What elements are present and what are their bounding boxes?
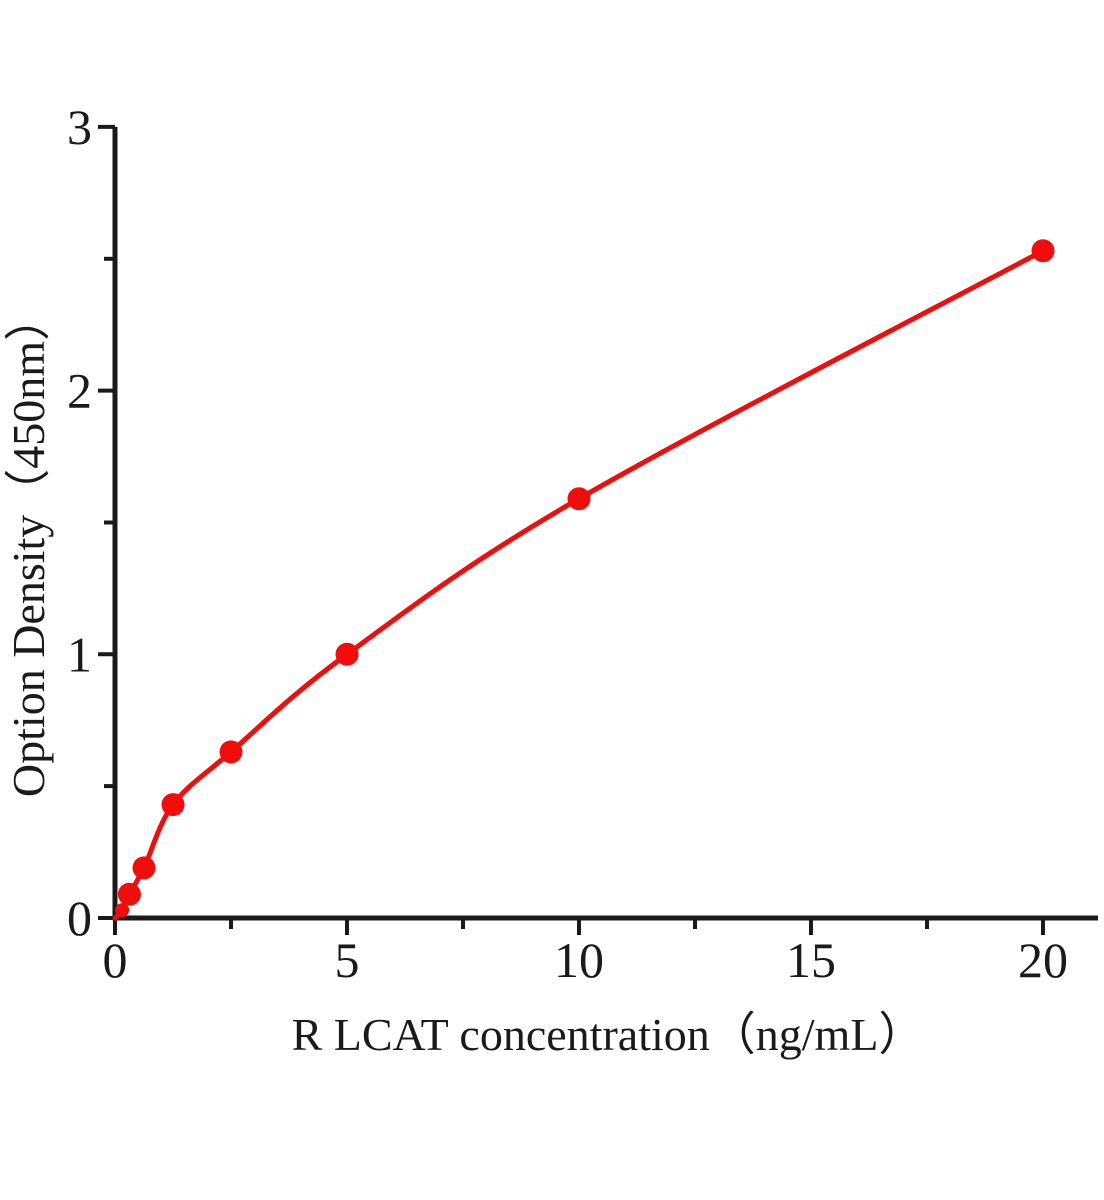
x-tick-label: 0 [103,932,128,988]
y-tick-label: 3 [67,99,92,155]
x-tick-label: 5 [335,932,360,988]
y-tick-label: 1 [67,626,92,682]
axes-layer: 0 5 10 15 20 0 1 2 3 [67,99,1098,988]
data-point [115,903,130,918]
data-point [117,882,141,906]
y-tick-label: 2 [67,363,92,419]
data-point [335,642,359,666]
data-point [1031,239,1055,263]
y-tick-label: 0 [67,890,92,946]
data-point [132,856,156,880]
x-tick-label: 10 [554,932,604,988]
x-axis-title: R LCAT concentration（ng/mL） [292,1009,925,1060]
x-tick-label: 15 [786,932,836,988]
series-layer [112,239,1055,921]
data-point [161,793,185,817]
y-axis-title: Option Density（450nm） [3,295,54,797]
data-point [567,487,591,511]
data-point [219,740,243,764]
x-tick-label: 20 [1018,932,1068,988]
standard-curve [112,248,1046,921]
